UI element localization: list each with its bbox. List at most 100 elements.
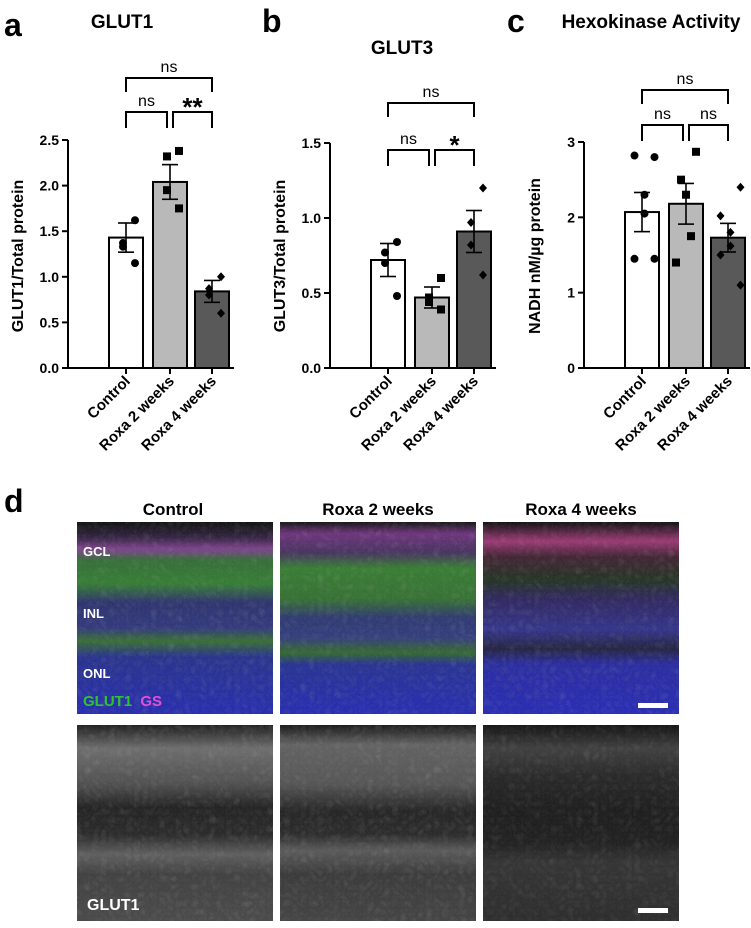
data-point-roxa-4-weeks <box>726 241 735 251</box>
significance-label: ns <box>400 131 417 148</box>
data-point-roxa-2-weeks <box>175 146 183 155</box>
data-point-roxa-2-weeks <box>677 175 685 184</box>
x-tick-label-roxa-4-weeks: Roxa 4 weeks <box>138 373 220 455</box>
significance-bracket <box>125 111 168 128</box>
micrograph-merge-roxa-4-weeks <box>483 522 679 714</box>
data-point-roxa-2-weeks <box>163 186 171 195</box>
significance-bracket <box>387 149 430 166</box>
y-tick-label: 1.0 <box>302 210 322 226</box>
data-point-control <box>640 190 649 199</box>
significance-bracket <box>434 149 475 166</box>
significance-label: ns <box>423 84 440 101</box>
panel-b-letter: b <box>262 3 282 39</box>
layer-label-onl: ONL <box>83 666 111 681</box>
y-tick-label: 1.5 <box>302 135 322 151</box>
y-tick-label: 0 <box>567 360 575 376</box>
significance-label: ns <box>654 106 671 123</box>
micrograph-glut1-control <box>77 725 273 921</box>
data-point-control <box>119 242 127 251</box>
stain-legend-gs: GS <box>140 693 162 710</box>
panel-c-ylabel: NADH nM/µg protein <box>527 178 544 334</box>
bar-control <box>108 236 144 369</box>
panel-c-title: Hexokinase Activity <box>562 12 741 33</box>
y-tick-label: 0.0 <box>40 360 60 376</box>
data-point-roxa-2-weeks <box>672 258 680 267</box>
data-point-roxa-2-weeks <box>682 190 690 199</box>
significance-label: ** <box>182 92 203 122</box>
data-point-roxa-4-weeks <box>479 270 487 280</box>
data-point-control <box>393 292 401 300</box>
significance-label: ns <box>677 71 694 88</box>
data-point-control <box>131 259 139 268</box>
significance-label: ns <box>161 59 178 76</box>
data-point-roxa-4-weeks <box>736 280 745 290</box>
bar-control <box>370 259 406 369</box>
data-point-roxa-4-weeks <box>217 272 225 282</box>
panel-d-micrographs: d Control Roxa 2 weeks Roxa 4 weeks GCL … <box>4 483 679 921</box>
bar-roxa-4-weeks <box>710 236 746 369</box>
data-point-control <box>630 254 639 263</box>
stain-legend: GLUT1 GS <box>83 693 162 710</box>
data-point-control <box>640 209 649 218</box>
x-tick-label-roxa-4-weeks: Roxa 4 weeks <box>400 373 482 455</box>
bar-control <box>624 211 660 369</box>
glut1-channel-label: GLUT1 <box>87 897 140 914</box>
panel-a-letter: a <box>4 7 22 43</box>
significance-label: * <box>449 130 460 160</box>
panel-b-ylabel: GLUT3/Total protein <box>272 180 289 333</box>
significance-bracket <box>387 102 475 117</box>
data-point-roxa-2-weeks <box>687 232 695 241</box>
data-point-roxa-2-weeks <box>425 298 433 306</box>
column-title-control: Control <box>143 500 203 519</box>
bar-roxa-2-weeks <box>152 180 188 369</box>
data-point-roxa-4-weeks <box>467 240 475 250</box>
panel-c-hexokinase-chart: c Hexokinase Activity NADH nM/µg protein… <box>507 3 750 454</box>
stain-legend-glut1: GLUT1 <box>83 693 132 710</box>
significance-label: ns <box>138 93 155 110</box>
data-point-roxa-4-weeks <box>716 250 725 260</box>
significance-bracket <box>172 111 213 128</box>
data-point-roxa-4-weeks <box>217 308 225 318</box>
y-tick-label: 1 <box>567 285 575 301</box>
micrograph-glut1-roxa-2-weeks <box>280 725 476 921</box>
data-point-control <box>381 259 389 267</box>
micrograph-glut1-roxa-4-weeks <box>483 725 679 921</box>
data-point-roxa-2-weeks <box>163 152 171 161</box>
y-tick-label: 2.5 <box>40 132 60 148</box>
panel-d-letter: d <box>4 483 24 519</box>
y-tick-label: 3 <box>567 134 575 150</box>
data-point-roxa-2-weeks <box>692 147 700 156</box>
bar-roxa-4-weeks <box>194 290 230 369</box>
scale-bar-top <box>638 703 668 708</box>
data-point-control <box>131 216 139 225</box>
data-point-roxa-2-weeks <box>175 204 183 213</box>
data-point-roxa-4-weeks <box>205 284 213 294</box>
data-point-roxa-2-weeks <box>437 305 445 314</box>
data-point-control <box>650 254 659 263</box>
bar-roxa-2-weeks <box>668 202 704 369</box>
significance-bracket <box>641 124 684 141</box>
data-point-roxa-2-weeks <box>425 293 433 302</box>
data-point-roxa-4-weeks <box>479 183 487 193</box>
y-tick-label: 2.0 <box>40 178 60 194</box>
data-point-roxa-4-weeks <box>726 227 735 237</box>
micrograph-merge-control <box>77 522 273 714</box>
data-point-roxa-4-weeks <box>205 290 213 300</box>
data-point-roxa-4-weeks <box>716 211 725 221</box>
column-title-roxa-4-weeks: Roxa 4 weeks <box>525 500 637 519</box>
panel-a-glut1-chart: a GLUT1 GLUT1/Total protein 0.0 0.5 1.0 1.5… <box>4 7 234 454</box>
y-tick-label: 0.0 <box>302 360 322 376</box>
data-point-control <box>630 151 639 160</box>
y-tick-label: 0.5 <box>40 314 60 330</box>
panel-b-title: GLUT3 <box>371 38 433 59</box>
data-point-control <box>650 153 659 162</box>
micrograph-merge-roxa-2-weeks <box>280 522 476 714</box>
y-tick-label: 0.5 <box>302 285 322 301</box>
significance-label: ns <box>700 106 717 123</box>
data-point-roxa-4-weeks <box>736 182 745 192</box>
panel-a-ylabel: GLUT1/Total protein <box>10 180 27 333</box>
